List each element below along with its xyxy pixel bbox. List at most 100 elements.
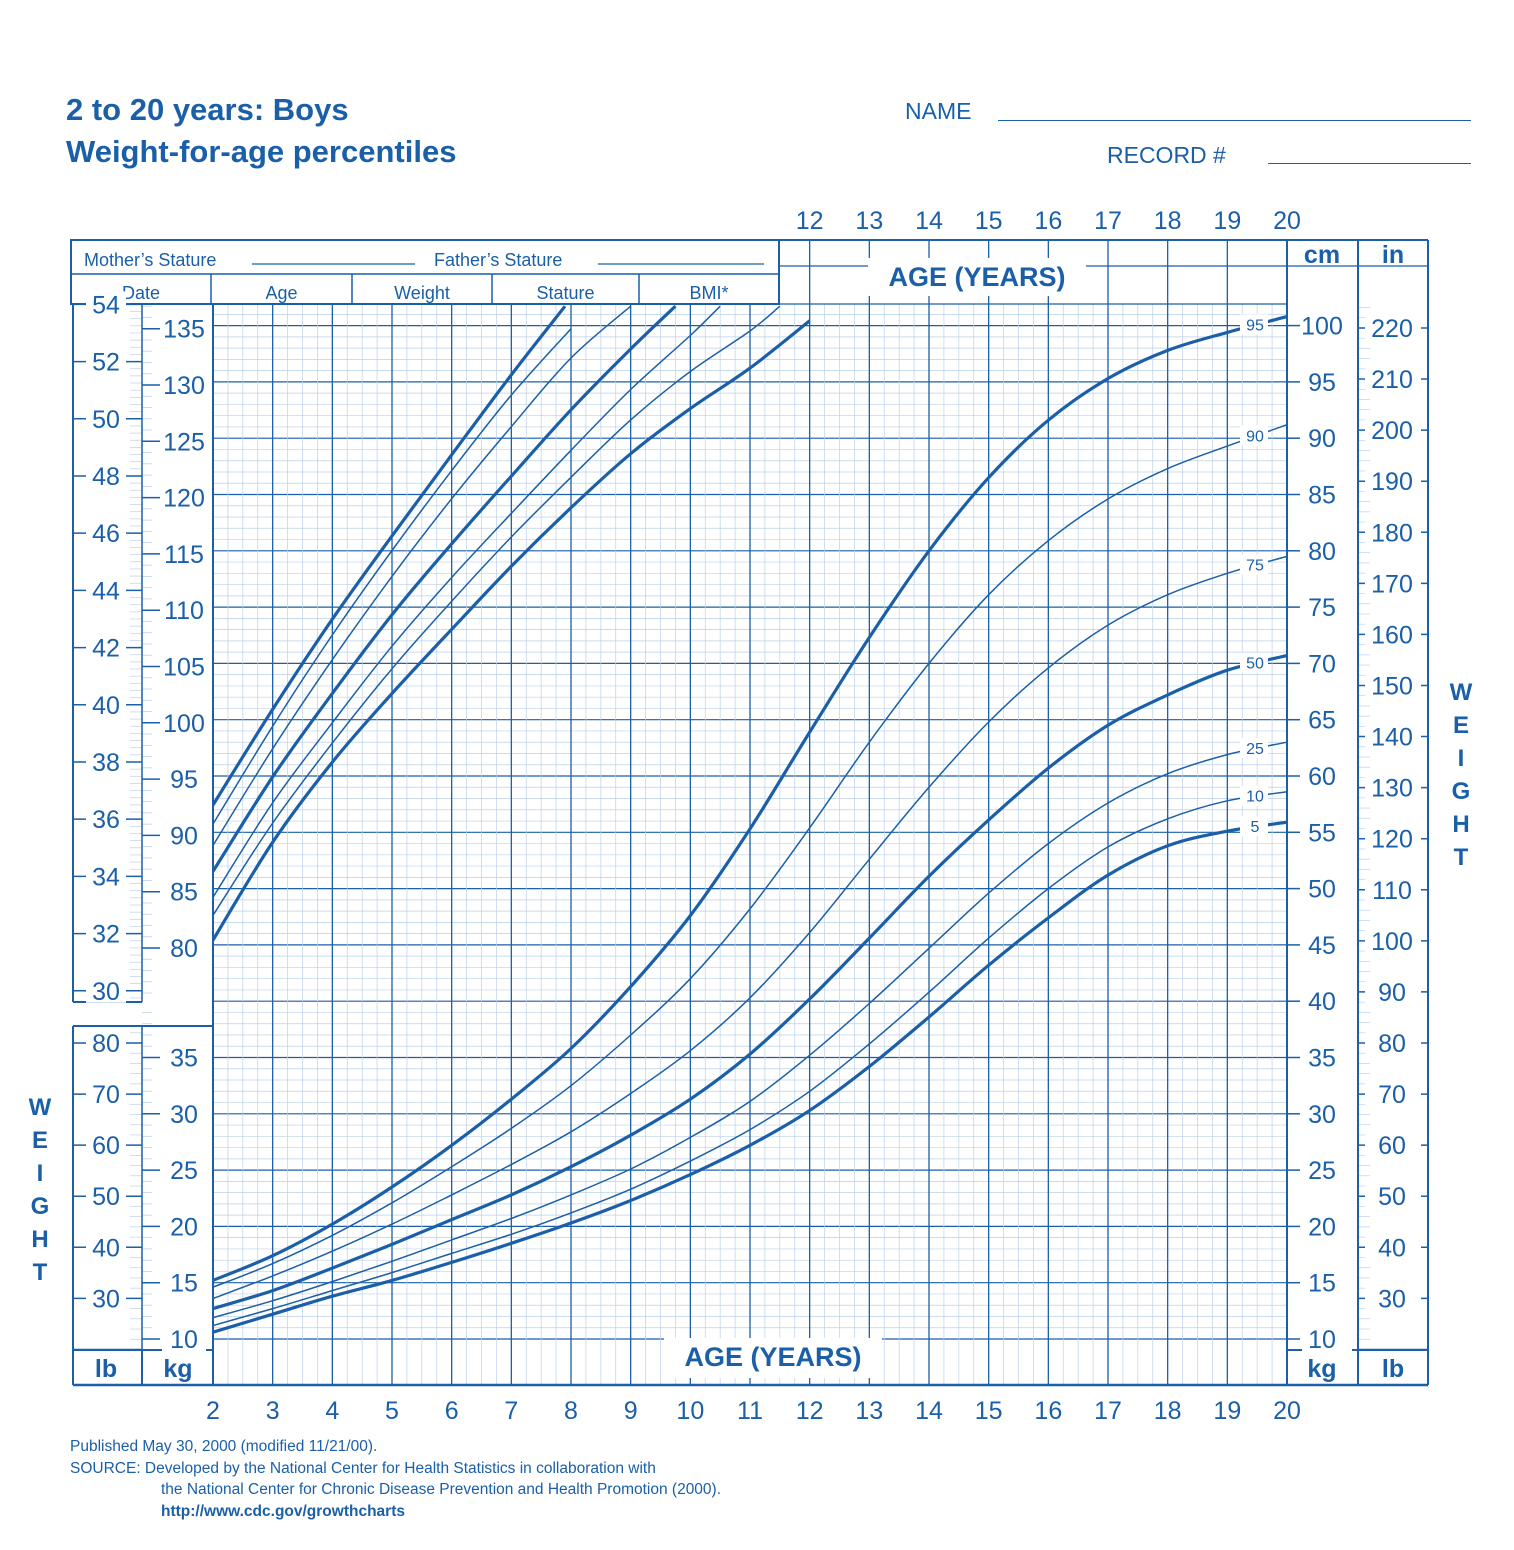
- stature-curve-6: [213, 319, 811, 941]
- right-lb-tick-label: 30: [1378, 1285, 1406, 1313]
- right-kg-tick-label: 15: [1308, 1270, 1336, 1298]
- right-lb-tick-label: 100: [1371, 928, 1413, 956]
- source-line1: SOURCE: Developed by the National Center…: [70, 1459, 656, 1477]
- right-lb-label-bg: [1365, 774, 1421, 800]
- x-tick-label-bottom: 7: [504, 1397, 518, 1425]
- stature-cm-tick-label: 120: [163, 485, 205, 513]
- weight-side-letter-left: W: [29, 1094, 52, 1121]
- left-kg-label-bg: [162, 1326, 206, 1351]
- x-tick-label-bottom: 11: [737, 1397, 763, 1425]
- right-lb-tick-label: 50: [1378, 1183, 1406, 1211]
- percentile-label-p25: 25: [1246, 741, 1264, 758]
- x-tick-label-bottom: 3: [266, 1397, 280, 1425]
- chart-title-line1: 2 to 20 years: Boys: [66, 92, 349, 127]
- weight-curve-p95: [213, 315, 1288, 1282]
- in-label-bg: [86, 748, 126, 774]
- left-lb-label-bg: [86, 1183, 126, 1209]
- right-kg-label-bg: [1302, 1269, 1352, 1295]
- left-lb-tick-label: 80: [92, 1030, 120, 1058]
- right-kg-label-bg: [1302, 763, 1352, 788]
- x-tick-label-bottom: 5: [385, 1397, 399, 1425]
- stature-curve-2: [213, 305, 632, 846]
- stature-cm-tick-label: 115: [164, 541, 204, 569]
- mother-stature-label: Mother’s Stature: [84, 250, 216, 270]
- left-kg-tick-label: 10: [170, 1326, 198, 1354]
- right-lb-label-bg: [1365, 927, 1421, 953]
- percentile-label-bg: [1240, 554, 1268, 575]
- left-kg-label-bg: [162, 1044, 206, 1070]
- left-lb-label-bg: [86, 1030, 126, 1056]
- stature-in-tick-label: 46: [92, 520, 120, 548]
- stature-in-tick-label: 52: [92, 349, 120, 377]
- stature-in-tick-label: 30: [92, 978, 120, 1006]
- record-col-header: Weight: [394, 283, 450, 303]
- unit-lb-right-label: lb: [1382, 1355, 1404, 1383]
- right-kg-tick-label: 85: [1308, 482, 1336, 510]
- x-tick-label-top: 17: [1094, 207, 1122, 235]
- x-tick-label-top: 16: [1034, 207, 1062, 235]
- stature-cm-tick-label: 80: [170, 935, 198, 963]
- x-tick-label-bottom: 4: [325, 1397, 339, 1425]
- cm-label-bg: [162, 597, 206, 623]
- left-kg-tick-label: 35: [170, 1045, 198, 1073]
- record-field-line[interactable]: [1268, 163, 1471, 164]
- stature-cm-tick-label: 135: [163, 316, 205, 344]
- right-kg-tick-label: 70: [1308, 650, 1336, 678]
- right-lb-label-bg: [1365, 519, 1421, 545]
- x-tick-label-top: 14: [915, 207, 943, 235]
- x-tick-label-bottom: 16: [1034, 1397, 1062, 1425]
- age-label-bottom-bg: [664, 1338, 882, 1378]
- stature-cm-tick-label: 105: [163, 654, 205, 682]
- cm-label-bg: [162, 653, 206, 679]
- x-tick-label-bottom: 18: [1154, 1397, 1182, 1425]
- stature-in-tick-label: 40: [92, 692, 120, 720]
- right-lb-tick-label: 130: [1371, 775, 1413, 803]
- x-tick-label-bottom: 10: [676, 1397, 704, 1425]
- in-label-bg: [86, 634, 126, 660]
- published-note: Published May 30, 2000 (modified 11/21/0…: [70, 1438, 378, 1455]
- weight-curve-p10: [213, 791, 1288, 1327]
- age-label-top-bg: [868, 258, 1086, 296]
- record-col-header: Date: [122, 283, 160, 303]
- percentile-curves: 95 90 75 50 25 10 5: [213, 305, 1288, 1334]
- right-kg-label-bg: [1302, 1157, 1352, 1183]
- weight-side-letter-left: E: [32, 1127, 48, 1154]
- right-kg-tick-label: 40: [1308, 988, 1336, 1016]
- right-kg-tick-label: 50: [1308, 876, 1336, 904]
- in-label-bg: [86, 520, 126, 546]
- age-axis-label-top: AGE (YEARS): [888, 262, 1065, 292]
- in-label-bg: [86, 348, 126, 374]
- weight-side-letter-right: W: [1450, 679, 1473, 706]
- stature-cm-tick-label: 85: [170, 879, 198, 907]
- left-lb-tick-label: 40: [92, 1234, 120, 1262]
- right-lb-tick-label: 180: [1371, 519, 1413, 547]
- right-kg-tick-label: 20: [1308, 1213, 1336, 1241]
- in-label-bg: [86, 405, 126, 431]
- right-lb-label-bg: [1365, 672, 1421, 698]
- name-field-line[interactable]: [998, 120, 1471, 121]
- right-kg-label-bg: [1302, 931, 1352, 957]
- right-lb-label-bg: [1365, 366, 1421, 392]
- right-lb-tick-label: 90: [1378, 979, 1406, 1007]
- x-tick-label-bottom: 8: [564, 1397, 578, 1425]
- stature-curve-5: [213, 305, 781, 916]
- father-stature-label: Father’s Stature: [434, 250, 562, 270]
- right-kg-label-bg: [1302, 988, 1352, 1014]
- left-lb-label-bg: [86, 1081, 126, 1107]
- percentile-label-bg: [1240, 652, 1268, 673]
- source-line2: the National Center for Chronic Disease …: [161, 1481, 722, 1498]
- right-kg-tick-label: 30: [1308, 1101, 1336, 1129]
- stature-cm-tick-label: 90: [170, 822, 198, 850]
- weight-curve-p25: [213, 741, 1288, 1319]
- x-tick-label-bottom: 12: [796, 1397, 824, 1425]
- right-kg-tick-label: 45: [1308, 932, 1336, 960]
- in-label-bg: [86, 577, 126, 603]
- left-kg-label-bg: [162, 1100, 206, 1126]
- stature-in-tick-label: 42: [92, 635, 120, 663]
- unit-lb-left-label: lb: [95, 1355, 117, 1383]
- right-lb-tick-label: 120: [1371, 826, 1413, 854]
- right-lb-label-bg: [1365, 314, 1421, 340]
- percentile-label-p90: 90: [1246, 428, 1264, 445]
- stature-in-tick-label: 32: [92, 921, 120, 949]
